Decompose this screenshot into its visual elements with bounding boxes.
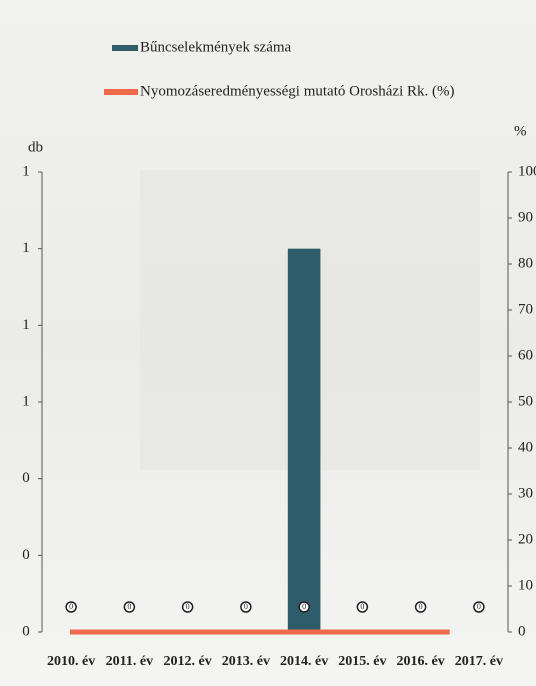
y-tick-label: 1 xyxy=(22,163,30,179)
data-label: 0 xyxy=(419,602,423,611)
legend-label: Nyomozáseredményességi mutató Orosházi R… xyxy=(140,83,455,99)
x-tick-label: 2017. év xyxy=(455,654,503,669)
y2-axis-label: % xyxy=(514,123,527,139)
data-label-badge xyxy=(65,601,77,613)
y2-tick-label: 80 xyxy=(518,255,533,271)
y2-tick-label: 40 xyxy=(518,439,533,455)
data-label-badge xyxy=(123,601,136,613)
x-tick-label: 2016. év xyxy=(397,654,445,669)
y2-tick-label: 60 xyxy=(518,347,533,363)
bar xyxy=(287,248,321,632)
y2-tick-label: 100 xyxy=(518,163,536,179)
x-tick-label: 2014. év xyxy=(280,654,328,669)
y-tick-label: 1 xyxy=(22,317,30,333)
data-label-badge xyxy=(240,601,252,613)
y2-tick-label: 10 xyxy=(518,577,533,593)
y2-tick-label: 70 xyxy=(518,301,533,317)
data-label: 0 xyxy=(69,602,73,611)
legend-label: Bűncselekmények száma xyxy=(140,39,292,55)
data-label: 0 xyxy=(360,602,364,611)
legend-swatch xyxy=(104,89,138,95)
y-tick-label: 0 xyxy=(22,547,30,563)
data-label-badge xyxy=(298,601,310,613)
y-tick-label: 0 xyxy=(22,623,30,639)
data-label: 0 xyxy=(186,602,190,611)
data-label: 0 xyxy=(302,602,306,611)
y2-tick-label: 50 xyxy=(518,393,533,409)
x-tick-label: 2011. év xyxy=(106,654,153,669)
data-label-badge xyxy=(473,601,485,613)
x-tick-label: 2015. év xyxy=(338,654,386,669)
y2-tick-label: 30 xyxy=(518,485,533,501)
data-label: 0 xyxy=(127,602,131,611)
y-tick-label: 1 xyxy=(22,240,30,256)
data-label-badge xyxy=(356,601,369,613)
data-label: 0 xyxy=(477,602,481,611)
y2-tick-label: 20 xyxy=(518,531,533,547)
x-tick-label: 2013. év xyxy=(222,654,270,669)
y2-tick-label: 0 xyxy=(518,623,526,639)
legend-swatch xyxy=(112,45,138,51)
y-axis-label: db xyxy=(28,139,43,155)
data-label: 0 xyxy=(244,602,248,611)
data-label-badge xyxy=(414,601,427,613)
y-tick-label: 1 xyxy=(22,393,30,409)
x-tick-label: 2010. év xyxy=(47,654,95,669)
y-tick-label: 0 xyxy=(22,470,30,486)
x-tick-label: 2012. év xyxy=(164,654,212,669)
y2-tick-label: 90 xyxy=(518,209,533,225)
data-label-badge xyxy=(181,601,194,613)
